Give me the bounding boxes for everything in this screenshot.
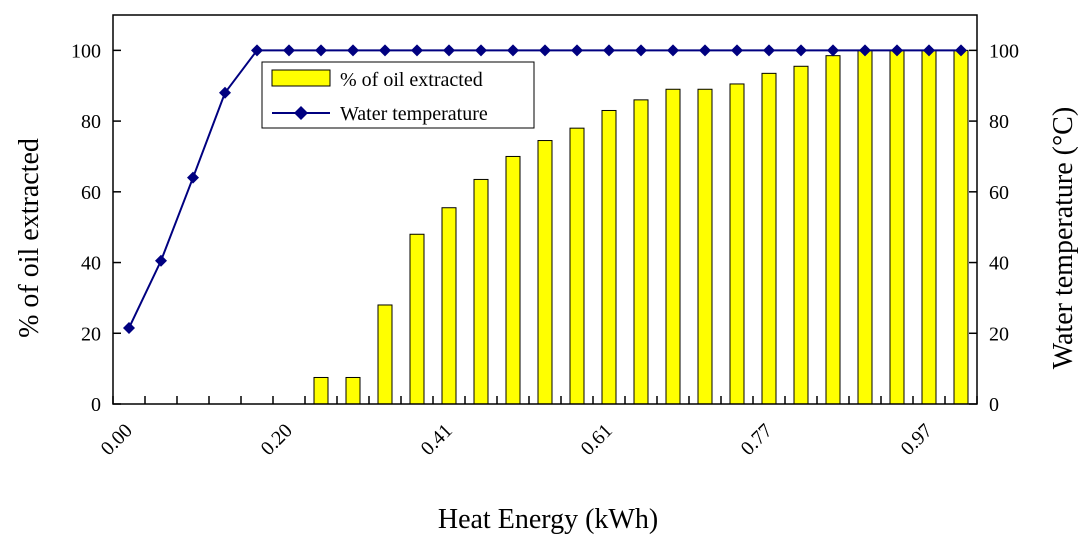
temperature-point	[347, 44, 359, 57]
temperature-point	[699, 44, 711, 57]
temperature-point	[603, 44, 615, 57]
legend-marker-temp	[294, 106, 308, 120]
oil-bar	[697, 88, 713, 405]
temperature-point	[315, 44, 327, 57]
temperature-point	[955, 44, 967, 57]
oil-bar	[793, 65, 809, 405]
oil-bar	[665, 88, 681, 405]
temperature-point	[123, 321, 135, 334]
temperature-point	[635, 44, 647, 57]
right-tick-label: 80	[989, 111, 1009, 133]
right-axis-title: Water temperature (°C)	[1048, 107, 1079, 369]
bars-group	[313, 49, 969, 405]
left-tick-label: 0	[91, 394, 101, 416]
left-tick-label: 40	[81, 253, 101, 275]
oil-bar	[825, 55, 841, 405]
temperature-point	[187, 171, 199, 184]
temperature-point	[379, 44, 391, 57]
temperature-point	[731, 44, 743, 57]
x-tick-label: 0.20	[257, 420, 297, 460]
oil-bar	[569, 127, 585, 405]
oil-bar	[537, 140, 553, 405]
oil-bar	[921, 49, 937, 405]
oil-bar	[505, 155, 521, 405]
oil-bar	[409, 233, 425, 405]
right-tick-label: 0	[989, 394, 999, 416]
temperature-point	[923, 44, 935, 57]
right-tick-label: 20	[989, 323, 1009, 345]
legend-swatch-oil	[271, 69, 331, 87]
oil-bar	[473, 178, 489, 405]
oil-bar	[441, 207, 457, 405]
x-tick-label: 0.97	[897, 420, 937, 460]
temperature-point	[283, 44, 295, 57]
x-axis: 0.00 0.20 0.41 0.61 0.77 0.97	[97, 396, 978, 460]
legend-label-temp: Water temperature	[340, 103, 488, 125]
temperature-point	[155, 254, 167, 267]
temperature-point	[667, 44, 679, 57]
temperature-point	[507, 44, 519, 57]
oil-bar	[377, 304, 393, 405]
oil-bar	[313, 376, 329, 405]
oil-bar	[345, 376, 361, 405]
temperature-point	[475, 44, 487, 57]
left-tick-label: 100	[71, 40, 101, 62]
legend: % of oil extracted Water temperature	[261, 61, 535, 129]
temperature-point	[539, 44, 551, 57]
x-tick-label: 0.77	[737, 420, 777, 460]
temperature-point	[219, 86, 231, 99]
plot-area-frame	[112, 14, 978, 405]
temperature-point	[763, 44, 775, 57]
temperature-point	[795, 44, 807, 57]
temperature-point	[411, 44, 423, 57]
right-tick-label: 60	[989, 182, 1009, 204]
x-tick-label: 0.41	[417, 420, 457, 460]
right-tick-label: 100	[989, 40, 1019, 62]
oil-bar	[889, 49, 905, 405]
oil-bar	[857, 49, 873, 405]
oil-bar	[729, 83, 745, 405]
x-axis-title: Heat Energy (kWh)	[438, 504, 658, 535]
x-tick-label: 0.00	[97, 420, 137, 460]
temperature-line-group	[123, 44, 967, 334]
temperature-point	[859, 44, 871, 57]
right-tick-label: 40	[989, 253, 1009, 275]
oil-bar	[601, 109, 617, 405]
oil-bar	[761, 72, 777, 405]
x-tick-label: 0.61	[577, 420, 617, 460]
left-axis: 0 20 40 60 80 100	[71, 40, 121, 416]
temperature-point	[891, 44, 903, 57]
left-axis-title: % of oil extracted	[14, 138, 45, 338]
temperature-point	[571, 44, 583, 57]
left-tick-label: 80	[81, 111, 101, 133]
temperature-point	[251, 44, 263, 57]
legend-label-oil: % of oil extracted	[340, 69, 483, 91]
temperature-point	[827, 44, 839, 57]
right-axis: 0 20 40 60 80 100	[969, 40, 1019, 416]
left-tick-label: 60	[81, 182, 101, 204]
temperature-point	[443, 44, 455, 57]
oil-bar	[953, 49, 969, 405]
left-tick-label: 20	[81, 323, 101, 345]
oil-bar	[633, 99, 649, 405]
